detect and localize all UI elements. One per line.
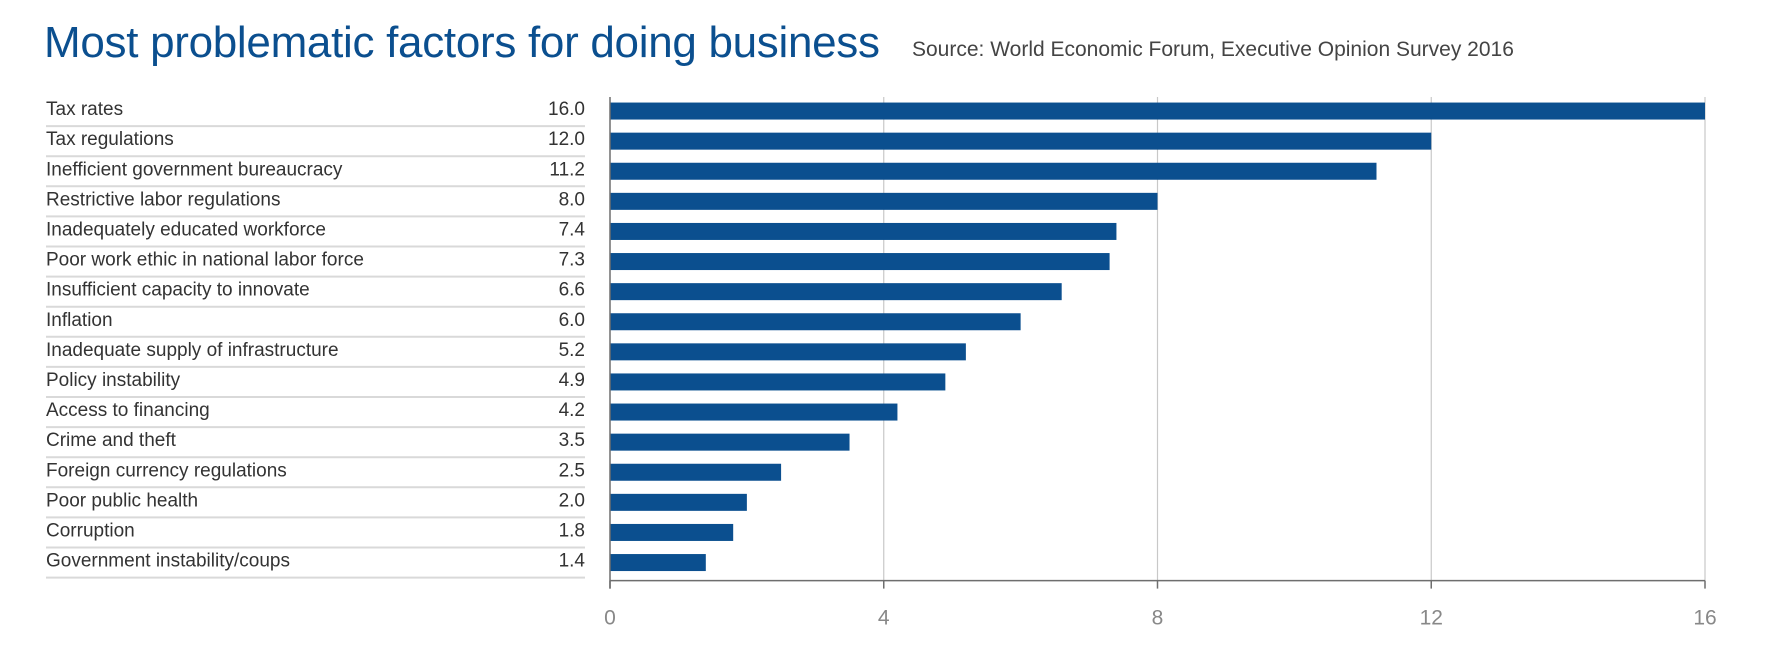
value-label: 3.5 — [559, 430, 585, 451]
value-label: 4.2 — [559, 400, 585, 421]
value-label: 8.0 — [559, 189, 585, 210]
value-label: 1.4 — [559, 551, 586, 572]
row-label: Poor work ethic in national labor force — [46, 250, 364, 271]
row-label: Government instability/coups — [46, 551, 290, 572]
row-label: Inflation — [46, 310, 113, 331]
row-label: Tax rates — [46, 99, 123, 120]
bar — [610, 433, 850, 451]
row-label: Inefficient government bureaucracy — [46, 159, 343, 180]
value-label: 12.0 — [548, 129, 585, 150]
row-labels: Tax rates 16.0 Tax regulations 12.0 Ineffici… — [46, 99, 586, 579]
x-axis: 0 4 8 12 16 — [604, 97, 1717, 630]
row-label: Foreign currency regulations — [46, 460, 287, 481]
row-label: Inadequately educated workforce — [46, 219, 326, 240]
bar — [610, 554, 706, 572]
value-label: 2.0 — [559, 490, 585, 511]
chart-title: Most problematic factors for doing busin… — [44, 18, 880, 67]
row-label: Tax regulations — [46, 129, 174, 150]
x-tick-label: 4 — [878, 607, 890, 630]
row-label: Inadequate supply of infrastructure — [46, 340, 339, 361]
value-label: 1.8 — [559, 520, 585, 541]
x-tick-label: 16 — [1693, 607, 1716, 630]
row-label: Crime and theft — [46, 430, 177, 451]
value-label: 5.2 — [559, 340, 585, 361]
row-label: Poor public health — [46, 490, 198, 511]
chart-subtitle: Source: World Economic Forum, Executive … — [912, 38, 1514, 61]
bar — [610, 162, 1377, 180]
x-tick-label: 0 — [604, 607, 616, 630]
value-label: 7.4 — [559, 219, 586, 240]
bar — [610, 523, 734, 541]
bar — [610, 463, 782, 481]
bar — [610, 102, 1705, 120]
row-label: Restrictive labor regulations — [46, 189, 280, 210]
row-label: Policy instability — [46, 370, 181, 391]
value-label: 16.0 — [548, 99, 585, 120]
x-tick-label: 8 — [1152, 607, 1164, 630]
bar — [610, 343, 966, 361]
value-label: 11.2 — [549, 159, 585, 180]
bar — [610, 253, 1110, 271]
bar — [610, 192, 1158, 210]
bar — [610, 403, 898, 421]
bar — [610, 222, 1117, 240]
value-label: 7.3 — [559, 250, 585, 271]
value-label: 2.5 — [559, 460, 585, 481]
bar — [610, 283, 1062, 301]
row-label: Access to financing — [46, 400, 210, 421]
value-label: 4.9 — [559, 370, 585, 391]
bar — [610, 373, 946, 391]
row-label: Insufficient capacity to innovate — [46, 280, 310, 301]
bars — [610, 102, 1705, 572]
value-label: 6.6 — [559, 280, 585, 301]
row-label: Corruption — [46, 520, 135, 541]
bar — [610, 313, 1021, 331]
bar — [610, 132, 1432, 150]
bar — [610, 493, 747, 511]
x-tick-label: 12 — [1420, 607, 1443, 630]
value-label: 6.0 — [559, 310, 585, 331]
